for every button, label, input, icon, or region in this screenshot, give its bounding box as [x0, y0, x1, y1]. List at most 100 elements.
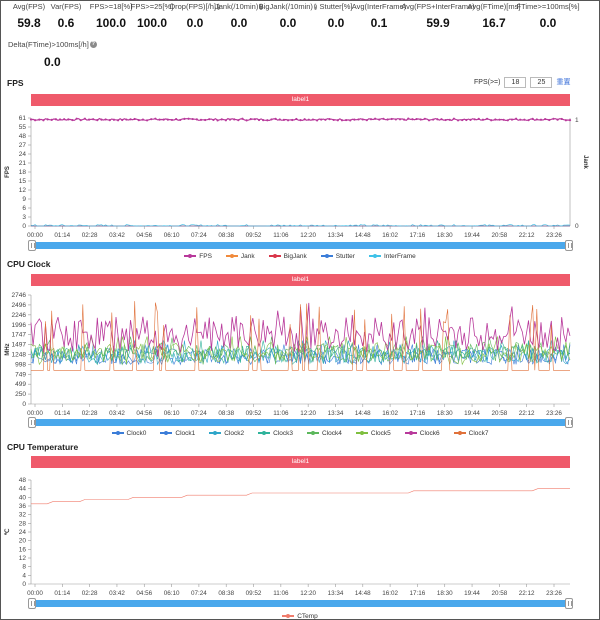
legend-item-clock5[interactable]: Clock5 — [355, 430, 391, 437]
slider-handle-left[interactable] — [28, 417, 36, 428]
stat-label: BigJank(/10min) — [258, 2, 313, 11]
cpu-clock-time-slider[interactable] — [28, 417, 573, 428]
y-tick-label: 36 — [19, 503, 27, 510]
reset-button[interactable]: 重置 — [556, 79, 571, 86]
x-tick-label: 06:10 — [164, 590, 180, 597]
fps-point — [452, 117, 456, 120]
y-tick-label: 61 — [19, 115, 27, 122]
fps-point — [158, 118, 161, 121]
legend-item-clock4[interactable]: Clock4 — [307, 430, 342, 437]
fps-point — [121, 118, 124, 122]
stat-value: 0.1 — [370, 16, 388, 30]
x-tick-label: 22:12 — [519, 232, 535, 239]
y-axis-title: ℃ — [4, 528, 11, 535]
fps-point — [245, 119, 248, 122]
fps-point — [228, 118, 232, 121]
fps-time-slider[interactable] — [28, 240, 573, 251]
slider-handle-left[interactable] — [28, 240, 36, 251]
fps-point — [278, 118, 281, 121]
fps-point — [195, 118, 198, 121]
cpu-temp-time-slider[interactable] — [28, 598, 573, 609]
cpu-temp-section-title: CPU Temperature — [7, 442, 79, 452]
legend-item-clock6[interactable]: Clock6 — [404, 429, 440, 437]
x-tick-label: 18:30 — [437, 232, 453, 239]
slider-handle-right[interactable] — [565, 417, 573, 428]
x-tick-label: 14:48 — [355, 232, 371, 239]
stat-label: Avg(FPS+InterFrame) — [401, 2, 475, 11]
legend-item-fps[interactable]: FPS — [184, 253, 212, 260]
slider-handle-right[interactable] — [565, 240, 573, 251]
legend-swatch — [184, 253, 197, 258]
legend-swatch — [355, 430, 368, 435]
fps-point — [361, 118, 364, 121]
stat-label: Avg(FTime)[ms] — [467, 2, 521, 11]
help-icon[interactable]: ? — [89, 41, 97, 48]
legend-label: CTemp — [297, 612, 318, 620]
help-icon[interactable]: ? — [259, 3, 263, 10]
legend-item-clock1[interactable]: Clock1 — [160, 430, 195, 437]
x-tick-label: 13:34 — [328, 590, 344, 597]
legend-item-jank[interactable]: Jank — [225, 253, 255, 260]
fps-point — [50, 118, 53, 121]
fps-point — [104, 118, 107, 121]
fps-point — [510, 118, 514, 121]
slider-handle-left[interactable] — [28, 598, 36, 609]
stat-value: 0.0 — [327, 16, 345, 30]
fps-point — [191, 117, 194, 121]
help-icon[interactable]: ? — [313, 3, 318, 10]
fps-point — [249, 118, 252, 121]
fps-point — [427, 119, 431, 122]
summary-stats: Avg(FPS) 59.8 Var(FPS) 0.6 FPS>=18[%] 100.0 FP… — [0, 2, 600, 32]
fps-point — [485, 117, 489, 120]
y-tick-label: 20 — [19, 538, 27, 545]
fps-threshold-input-2[interactable]: 25 — [530, 76, 553, 88]
legend-item-clock2[interactable]: Clock2 — [209, 430, 244, 437]
fps-point — [386, 118, 389, 121]
fps-threshold-input-1[interactable]: 18 — [504, 76, 527, 88]
fps-point — [340, 119, 344, 122]
x-tick-label: 06:10 — [164, 232, 180, 239]
y-tick-label: 1996 — [12, 322, 27, 329]
fps-point — [519, 118, 522, 121]
legend-item-ctemp[interactable]: CTemp — [282, 613, 318, 620]
x-tick-label: 12:20 — [300, 590, 316, 597]
cpu-clock-label-band: label1 — [31, 274, 570, 286]
help-icon[interactable]: ? — [216, 3, 221, 10]
fps-point — [291, 118, 294, 122]
stat-item: BigJank(/10min)? 0.0 — [258, 2, 318, 30]
y-tick-label: 24 — [19, 151, 27, 158]
legend-label: Clock6 — [419, 429, 440, 437]
x-tick-label: 07:24 — [191, 590, 207, 597]
fps-point — [564, 119, 567, 122]
x-tick-label: 14:48 — [355, 590, 371, 597]
fps-point — [394, 118, 397, 121]
legend-item-stutter[interactable]: Stutter — [320, 253, 355, 260]
x-tick-label: 00:00 — [27, 590, 43, 597]
legend-item-interframe[interactable]: InterFrame — [368, 252, 416, 260]
fps-point — [556, 118, 559, 121]
stat-item: FTime>=100ms[%] 0.0 — [516, 2, 579, 30]
fps-point — [311, 118, 315, 121]
y-tick-label: 12 — [19, 187, 27, 194]
legend-label: InterFrame — [383, 252, 416, 260]
fps-point — [187, 117, 190, 120]
fps-point — [58, 118, 62, 121]
y-tick-label: 0 — [22, 581, 26, 588]
fps-point — [295, 117, 298, 121]
legend-item-clock3[interactable]: Clock3 — [258, 430, 293, 437]
legend-item-bigjank[interactable]: BigJank — [268, 253, 307, 260]
legend-item-clock7[interactable]: Clock7 — [453, 430, 489, 437]
x-tick-label: 09:52 — [246, 232, 262, 239]
x-tick-label: 13:34 — [328, 410, 344, 417]
fps-point — [262, 118, 265, 122]
x-tick-label: 02:28 — [82, 410, 98, 417]
slider-handle-right[interactable] — [565, 598, 573, 609]
stat-item: Avg(FPS) 59.8 — [7, 2, 51, 30]
cpu-temp-label-band: label1 — [31, 456, 570, 468]
series-line-clock5 — [30, 336, 571, 366]
fps-point — [535, 118, 538, 121]
legend-swatch — [111, 430, 124, 435]
y-tick-label: 998 — [15, 361, 26, 368]
legend-item-clock0[interactable]: Clock0 — [111, 430, 146, 437]
